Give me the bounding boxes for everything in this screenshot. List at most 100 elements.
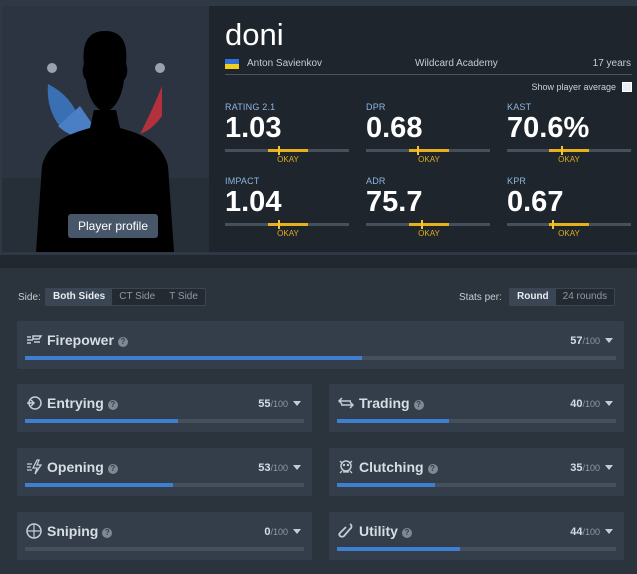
stat-label: KAST [507, 102, 532, 112]
stat-value: 0.67 [507, 186, 564, 218]
stat-value: 70.6% [507, 112, 590, 144]
stat-marker [278, 146, 280, 155]
role-name: Utility [359, 523, 398, 539]
player-nickname: doni [225, 17, 284, 52]
chevron-down-icon[interactable] [293, 529, 301, 534]
role-card-trading[interactable]: Trading? 40/100 [329, 384, 624, 432]
stat-rating: RATING 2.1 1.03 OKAY [225, 102, 355, 172]
player-identity-row: Anton Savienkov Wildcard Academy 17 year… [225, 57, 632, 73]
chevron-down-icon[interactable] [605, 338, 613, 343]
stat-marker [421, 220, 423, 229]
role-bar-fill [337, 419, 449, 423]
side-option-t[interactable]: T Side [169, 291, 198, 302]
role-bar-fill [25, 356, 362, 360]
side-filter-label: Side: [18, 292, 41, 303]
role-bar-track [25, 483, 304, 487]
trading-icon [337, 397, 355, 409]
okay-band [549, 149, 589, 152]
stat-rating-text: OKAY [558, 229, 580, 238]
utility-icon [338, 523, 353, 538]
stats-per-24-rounds[interactable]: 24 rounds [562, 291, 608, 302]
role-score: 35/100 [570, 462, 600, 474]
role-score: 40/100 [570, 398, 600, 410]
help-icon[interactable]: ? [413, 400, 424, 410]
role-bar-track [337, 419, 616, 423]
player-stats-area [209, 6, 637, 252]
player-team-link[interactable]: Wildcard Academy [415, 58, 498, 69]
role-score: 53/100 [258, 462, 288, 474]
chevron-down-icon[interactable] [293, 465, 301, 470]
stat-value: 0.68 [366, 112, 423, 144]
stat-label: ADR [366, 176, 386, 186]
help-icon[interactable]: ? [107, 400, 118, 410]
role-name: Sniping [47, 523, 99, 539]
role-card-sniping[interactable]: Sniping? 0/100 [17, 512, 312, 560]
entrying-icon [27, 396, 42, 410]
show-average-toggle[interactable]: Show player average [531, 82, 632, 92]
stat-dpr: DPR 0.68 OKAY [366, 102, 496, 172]
role-name: Opening [47, 459, 104, 475]
help-icon[interactable]: ? [401, 528, 412, 538]
help-icon[interactable]: ? [427, 464, 438, 474]
opening-icon [27, 459, 43, 475]
player-profile-button[interactable]: Player profile [68, 214, 158, 238]
stat-value: 75.7 [366, 186, 423, 218]
role-card-firepower[interactable]: Firepower? 57/100 [17, 321, 624, 369]
stat-adr: ADR 75.7 OKAY [366, 176, 496, 246]
firepower-icon [27, 335, 43, 344]
stat-label: KPR [507, 176, 527, 186]
stat-value: 1.03 [225, 112, 282, 144]
player-age: 17 years [592, 58, 631, 69]
stat-value: 1.04 [225, 186, 282, 218]
okay-band [549, 223, 589, 226]
stat-label: DPR [366, 102, 386, 112]
stat-rating-text: OKAY [277, 229, 299, 238]
role-bar-track [337, 483, 616, 487]
chevron-down-icon[interactable] [605, 401, 613, 406]
chevron-down-icon[interactable] [605, 465, 613, 470]
role-card-clutching[interactable]: Clutching? 35/100 [329, 448, 624, 496]
stat-kast: KAST 70.6% OKAY [507, 102, 637, 172]
role-score: 0/100 [264, 526, 288, 538]
role-name: Clutching [359, 459, 424, 475]
role-bar-track [337, 547, 616, 551]
ukraine-flag-icon [225, 59, 239, 69]
role-card-opening[interactable]: Opening? 53/100 [17, 448, 312, 496]
role-name: Firepower [47, 332, 114, 348]
okay-band [409, 223, 449, 226]
stat-rating-text: OKAY [277, 155, 299, 164]
side-option-ct[interactable]: CT Side [119, 291, 156, 302]
role-card-utility[interactable]: Utility? 44/100 [329, 512, 624, 560]
help-icon[interactable]: ? [117, 337, 128, 347]
role-bar-fill [25, 483, 173, 487]
stat-rating-text: OKAY [418, 229, 440, 238]
stat-impact: IMPACT 1.04 OKAY [225, 176, 355, 246]
stat-marker [561, 146, 563, 155]
role-card-entrying[interactable]: Entrying? 55/100 [17, 384, 312, 432]
player-photo-area: Player profile [2, 6, 209, 252]
role-name: Trading [359, 395, 410, 411]
chevron-down-icon[interactable] [605, 529, 613, 534]
stat-label: IMPACT [225, 176, 260, 186]
role-bar-track [25, 419, 304, 423]
stat-rating-text: OKAY [418, 155, 440, 164]
help-icon[interactable]: ? [107, 464, 118, 474]
show-average-checkbox[interactable] [622, 82, 632, 92]
chevron-down-icon[interactable] [293, 401, 301, 406]
role-bar-fill [25, 419, 179, 423]
stat-marker [552, 220, 554, 229]
okay-band [409, 149, 449, 152]
player-real-name: Anton Savienkov [247, 58, 323, 69]
okay-band [268, 223, 308, 226]
stat-label: RATING 2.1 [225, 102, 276, 112]
side-option-both[interactable]: Both Sides [46, 289, 113, 305]
stat-marker [278, 220, 280, 229]
role-score: 57/100 [570, 335, 600, 347]
stats-per-round[interactable]: Round [510, 289, 556, 305]
stat-kpr: KPR 0.67 OKAY [507, 176, 637, 246]
help-icon[interactable]: ? [102, 528, 113, 538]
stats-per-label: Stats per: [459, 292, 502, 303]
stats-per-filter: Round 24 rounds [509, 288, 616, 306]
stat-rating-text: OKAY [558, 155, 580, 164]
role-bar-track [25, 547, 304, 551]
